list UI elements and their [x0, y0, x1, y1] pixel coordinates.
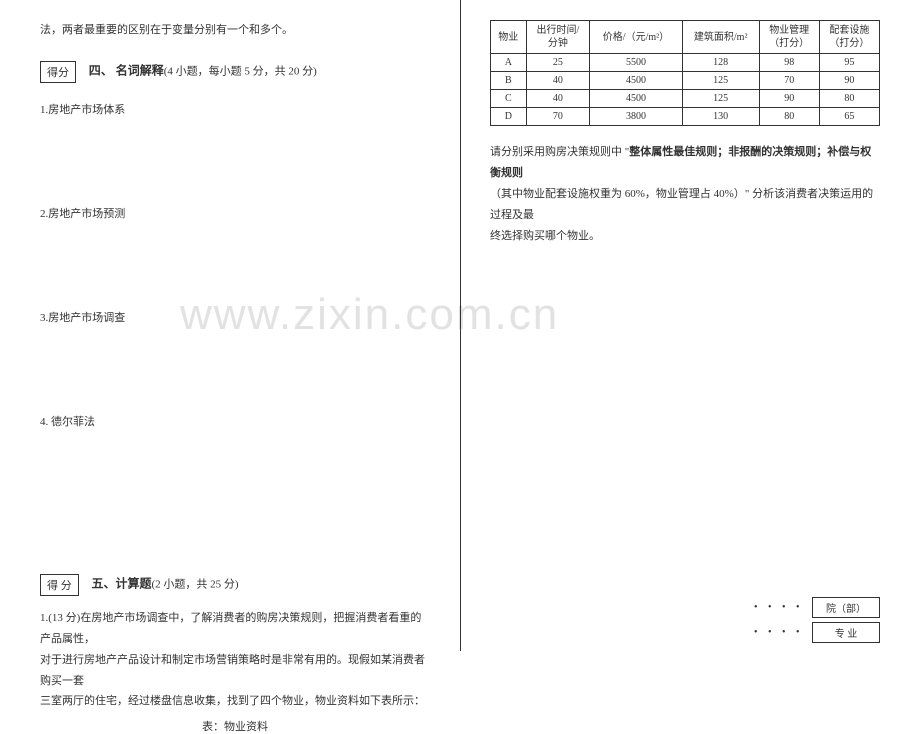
- q2: 2.房地产市场预测: [40, 205, 430, 221]
- cell: 3800: [590, 108, 683, 126]
- cell: 98: [759, 54, 819, 72]
- cell: 130: [682, 108, 759, 126]
- table-row: C 40 4500 125 90 80: [491, 90, 880, 108]
- cell: D: [491, 108, 527, 126]
- table-header-row: 物业 出行时间/分钟 价格/（元/m²） 建筑面积/m² 物业管理（打分） 配套…: [491, 21, 880, 54]
- cell: 40: [526, 72, 590, 90]
- cell: 95: [819, 54, 879, 72]
- section-5-row: 得 分 五、计算题(2 小题，共 25 分): [40, 574, 430, 596]
- th-mgmt: 物业管理（打分）: [759, 21, 819, 54]
- cell: 90: [819, 72, 879, 90]
- desc-line-1a: 请分别采用购房决策规则中 ": [490, 146, 629, 158]
- description-block: 请分别采用购房决策规则中 "整体属性最佳规则；非报酬的决策规则；补偿与权衡规则 …: [490, 142, 880, 246]
- table-row: B 40 4500 125 70 90: [491, 72, 880, 90]
- intro-text: 法，两者最重要的区别在于变量分别有一个和多个。: [40, 20, 430, 41]
- calc-p1: 1.(13 分)在房地产市场调查中，了解消费者的购房决策规则，把握消费者看重的产…: [40, 608, 430, 650]
- cell: 25: [526, 54, 590, 72]
- section-4-heading: 四、 名词解释: [89, 63, 164, 77]
- calc-p2: 对于进行房地产产品设计和制定市场营销策略时是非常有用的。现假如某消费者购买一套: [40, 650, 430, 692]
- calc-p3: 三室两厅的住宅，经过楼盘信息收集，找到了四个物业，物业资料如下表所示：: [40, 691, 430, 712]
- cell: 4500: [590, 90, 683, 108]
- cell: 80: [759, 108, 819, 126]
- cell: 70: [759, 72, 819, 90]
- cell: 65: [819, 108, 879, 126]
- cell: 70: [526, 108, 590, 126]
- q4: 4. 德尔菲法: [40, 413, 430, 429]
- score-box-2: 得 分: [40, 574, 79, 596]
- cell: 90: [759, 90, 819, 108]
- cell: 125: [682, 72, 759, 90]
- cell: 4500: [590, 72, 683, 90]
- desc-line-3: 终选择购买哪个物业。: [490, 230, 600, 242]
- major-box: 专 业: [812, 622, 880, 643]
- q1: 1.房地产市场体系: [40, 101, 430, 117]
- cell: 128: [682, 54, 759, 72]
- th-area: 建筑面积/m²: [682, 21, 759, 54]
- cell: B: [491, 72, 527, 90]
- cell: 80: [819, 90, 879, 108]
- page-container: 法，两者最重要的区别在于变量分别有一个和多个。 得分 四、 名词解释(4 小题，…: [0, 0, 920, 651]
- dot-icon: • • • •: [754, 602, 804, 613]
- section-5-sub: (2 小题，共 25 分): [152, 578, 239, 590]
- cell: A: [491, 54, 527, 72]
- q3: 3.房地产市场调查: [40, 309, 430, 325]
- desc-line-2: （其中物业配套设施权重为 60%，物业管理占 40%）" 分析该消费者决策运用的…: [490, 188, 873, 221]
- section-5-heading: 五、计算题: [92, 576, 152, 590]
- th-price: 价格/（元/m²）: [590, 21, 683, 54]
- cell: 40: [526, 90, 590, 108]
- score-box-1: 得分: [40, 61, 76, 83]
- dot-icon: • • • •: [754, 627, 804, 638]
- property-table: 物业 出行时间/分钟 价格/（元/m²） 建筑面积/m² 物业管理（打分） 配套…: [490, 20, 880, 126]
- table-row: D 70 3800 130 80 65: [491, 108, 880, 126]
- cell: 125: [682, 90, 759, 108]
- right-column: 物业 出行时间/分钟 价格/（元/m²） 建筑面积/m² 物业管理（打分） 配套…: [460, 0, 920, 651]
- table-row: A 25 5500 128 98 95: [491, 54, 880, 72]
- cell: C: [491, 90, 527, 108]
- th-facility: 配套设施（打分）: [819, 21, 879, 54]
- th-property: 物业: [491, 21, 527, 54]
- section-4-sub: (4 小题，每小题 5 分，共 20 分): [164, 65, 317, 77]
- dept-box: 院（部）: [812, 597, 880, 618]
- cell: 5500: [590, 54, 683, 72]
- th-time: 出行时间/分钟: [526, 21, 590, 54]
- table-caption: 表：物业资料: [40, 718, 430, 734]
- left-column: 法，两者最重要的区别在于变量分别有一个和多个。 得分 四、 名词解释(4 小题，…: [0, 0, 460, 651]
- footer-form: • • • • 院（部） • • • • 专 业: [754, 593, 880, 643]
- section-4-row: 得分 四、 名词解释(4 小题，每小题 5 分，共 20 分): [40, 61, 430, 83]
